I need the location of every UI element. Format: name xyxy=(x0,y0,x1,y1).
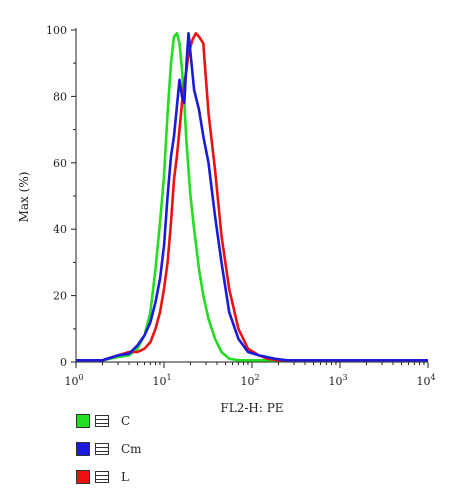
x-axis-label: FL2-H: PE xyxy=(220,401,283,415)
y-tick-label: 20 xyxy=(53,290,67,303)
series-line-c xyxy=(76,31,428,362)
histogram-icon xyxy=(95,471,109,483)
series-line-l xyxy=(76,31,428,362)
legend-item-c: C xyxy=(76,413,130,429)
legend-label: L xyxy=(121,470,129,484)
legend-swatch xyxy=(76,414,90,428)
legend-swatch xyxy=(76,470,90,484)
y-tick-label: 40 xyxy=(53,223,67,236)
histogram-icon xyxy=(95,415,109,427)
x-tick-label: 101 xyxy=(152,373,171,388)
x-tick-label: 103 xyxy=(328,373,347,388)
legend-item-l: L xyxy=(76,469,129,485)
y-ticks: 0 20 40 60 80 100 xyxy=(46,24,76,369)
y-tick-label: 80 xyxy=(53,90,67,103)
x-ticks: 100 101 102 103 104 xyxy=(64,362,436,388)
legend-label: C xyxy=(121,414,131,428)
y-axis-label: Max (%) xyxy=(17,172,31,223)
y-tick-label: 60 xyxy=(53,157,67,170)
histogram-icon xyxy=(95,443,109,455)
plot-area: 0 20 40 60 80 100 100 101 102 103 104 xyxy=(46,24,436,388)
x-tick-label: 100 xyxy=(64,373,83,388)
x-tick-label: 104 xyxy=(416,373,435,388)
legend-swatch xyxy=(76,442,90,456)
series-lines xyxy=(76,31,428,362)
y-tick-label: 100 xyxy=(46,24,67,37)
series-line-cm xyxy=(76,31,428,362)
x-tick-label: 102 xyxy=(240,373,259,388)
y-tick-label: 0 xyxy=(60,356,67,369)
legend-label: Cm xyxy=(121,442,142,456)
legend-item-cm: Cm xyxy=(76,441,142,457)
